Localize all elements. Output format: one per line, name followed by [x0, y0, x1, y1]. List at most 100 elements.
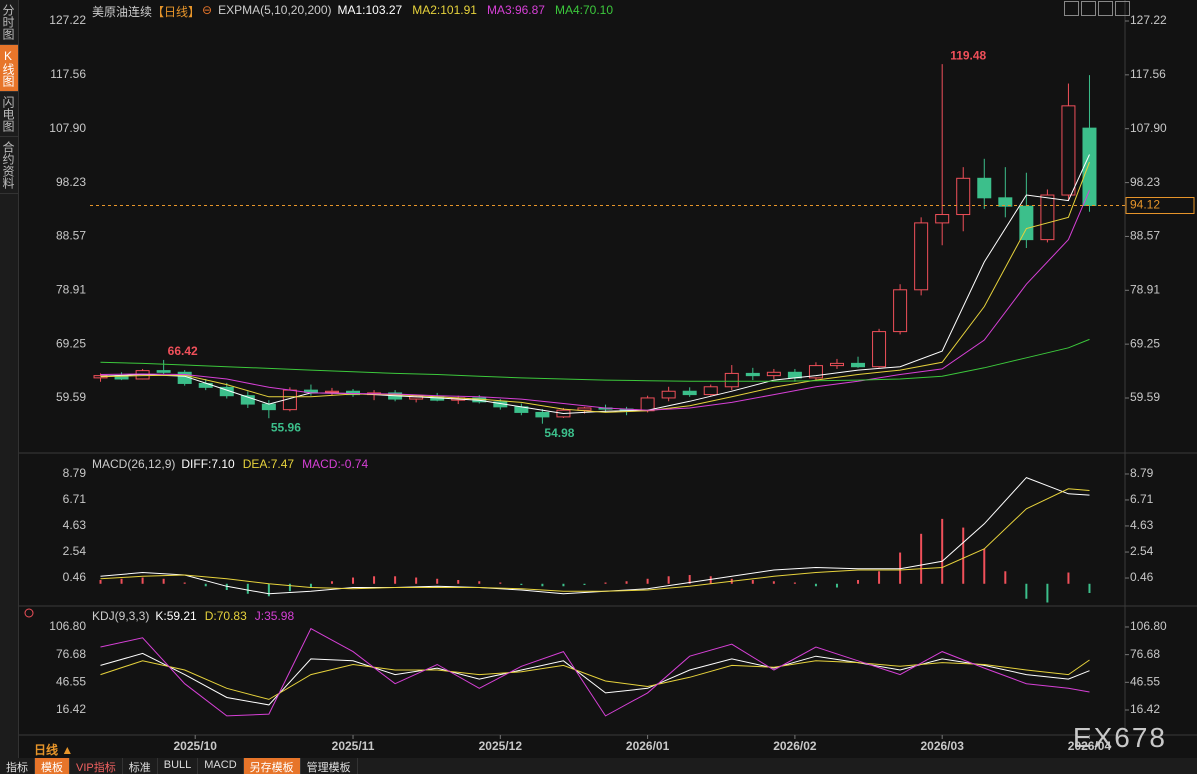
candle-body — [535, 411, 550, 418]
candle-body — [324, 390, 339, 393]
legend-items: K:59.21 D:70.83 J:35.98 — [155, 609, 294, 623]
legend-items: DIFF:7.10 DEA:7.47 MACD:-0.74 — [181, 457, 368, 471]
tab[interactable]: 分时图 — [0, 0, 18, 45]
candle-body — [914, 222, 929, 291]
toolbar-button[interactable]: 标准 — [123, 758, 158, 774]
y-tick-label: 107.90 — [49, 121, 86, 135]
y-tick-label: 78.91 — [1130, 282, 1160, 296]
x-tick-label: 2025/11 — [332, 739, 375, 753]
y-tick-label: 0.46 — [63, 570, 87, 584]
candle-body — [240, 395, 255, 405]
y-tick-label: 59.59 — [1130, 390, 1160, 404]
y-tick-label: 2.54 — [1130, 544, 1154, 558]
legend-item: MA3:96.87 — [486, 3, 545, 17]
sidebar: 分时图 K线图 闪电图 合约资料 — [0, 0, 19, 774]
candle-body — [261, 403, 276, 411]
high-label: 119.48 — [950, 48, 986, 62]
x-tick-label: 2026/02 — [773, 739, 817, 753]
y-tick-label: 107.90 — [1130, 121, 1167, 135]
line — [100, 154, 1090, 415]
y-tick-label: 4.63 — [1130, 518, 1154, 532]
icon[interactable]: ⊖ — [202, 3, 213, 17]
legend: MACD(26,12,9) DIFF:7.10 DEA:7.47 MACD:-0.7… — [92, 457, 368, 471]
candle-body — [661, 390, 676, 399]
x-tick-label: 2026/03 — [920, 739, 964, 753]
y-tick-label: 127.22 — [1130, 13, 1167, 27]
toolbar-button[interactable]: 另存模板 — [243, 758, 301, 774]
watermark: EX678 — [1072, 722, 1167, 753]
line — [100, 627, 1090, 717]
y-tick-label: 8.79 — [63, 466, 87, 480]
high-label: 66.42 — [168, 344, 198, 358]
x-tick-label: 2026/04 — [1068, 739, 1112, 753]
legend-item: DEA:7.47 — [242, 457, 295, 471]
icon[interactable] — [1064, 1, 1079, 16]
y-tick-label: 16.42 — [56, 702, 86, 716]
y-tick-label: 6.71 — [1130, 492, 1154, 506]
legend-item: J:35.98 — [254, 609, 295, 623]
toolbar: 指标 模板 VIP指标 标准 BULL MACD 另存模板 管理模板 — [0, 758, 1197, 774]
candle-body — [577, 407, 592, 411]
toolbar-button[interactable]: 指标 — [0, 758, 35, 774]
candle-body — [703, 386, 718, 396]
toolbar-button[interactable]: BULL — [158, 758, 199, 774]
candle-body — [745, 372, 760, 377]
legend-item: MA2:101.91 — [412, 3, 477, 17]
y-tick-label: 117.56 — [50, 67, 86, 81]
y-tick-label: 106.80 — [1130, 619, 1167, 633]
candle-body — [872, 331, 887, 368]
candle-body — [1019, 205, 1034, 241]
y-tick-label: 2.54 — [63, 544, 87, 558]
candle-body — [935, 214, 950, 224]
candle-body — [1040, 194, 1055, 241]
title: 美原油连续 — [92, 5, 153, 19]
line — [100, 659, 1090, 700]
tab[interactable]: 合约资料 — [0, 137, 18, 194]
tab[interactable]: K线图 — [0, 45, 18, 92]
period-button[interactable]: 日线 ▲ — [34, 743, 74, 757]
low-label: 55.96 — [271, 420, 301, 434]
toolbar-button[interactable]: MACD — [198, 758, 244, 774]
candle-body — [156, 370, 171, 373]
icon[interactable] — [24, 608, 34, 618]
x-tick-label: 2025/10 — [174, 739, 218, 753]
y-tick-label: 76.68 — [56, 647, 86, 661]
y-tick-label: 76.68 — [1130, 647, 1160, 661]
candle-body — [956, 177, 971, 216]
y-tick-label: 0.46 — [1130, 570, 1154, 584]
y-tick-label: 46.55 — [56, 674, 86, 688]
y-tick-label: 59.59 — [56, 390, 86, 404]
icon[interactable] — [1081, 1, 1096, 16]
window-icons — [1064, 1, 1130, 16]
icon[interactable] — [1115, 1, 1130, 16]
y-tick-label: 106.80 — [49, 619, 86, 633]
y-tick-label: 4.63 — [63, 518, 87, 532]
candle-body — [998, 197, 1013, 207]
y-tick-label: 117.56 — [1130, 67, 1166, 81]
icon[interactable] — [1098, 1, 1113, 16]
line — [100, 488, 1090, 592]
toolbar-button[interactable]: VIP指标 — [70, 758, 123, 774]
line — [100, 477, 1090, 595]
toolbar-button[interactable]: 管理模板 — [301, 758, 358, 774]
candle-body — [851, 362, 866, 368]
y-tick-label: 98.23 — [1130, 175, 1160, 189]
period[interactable]: 【日线】 — [152, 5, 201, 19]
legend-item: MACD:-0.74 — [302, 457, 369, 471]
candle-body — [724, 372, 739, 388]
line — [100, 652, 1090, 706]
low-label: 54.98 — [544, 426, 574, 440]
legend-item: MA1:103.27 — [337, 3, 403, 17]
tab[interactable]: 闪电图 — [0, 92, 18, 137]
line — [100, 161, 1090, 413]
y-tick-label: 69.25 — [1130, 336, 1160, 350]
toolbar-button[interactable]: 模板 — [35, 758, 70, 774]
y-tick-label: 127.22 — [49, 13, 86, 27]
x-tick-label: 2025/12 — [479, 739, 523, 753]
indicator: EXPMA(5,10,20,200) — [218, 3, 332, 17]
candle-body — [977, 177, 992, 199]
title: MACD(26,12,9) — [92, 457, 176, 471]
candle-body — [1082, 127, 1097, 207]
price-tag: 94.12 — [1130, 198, 1160, 212]
